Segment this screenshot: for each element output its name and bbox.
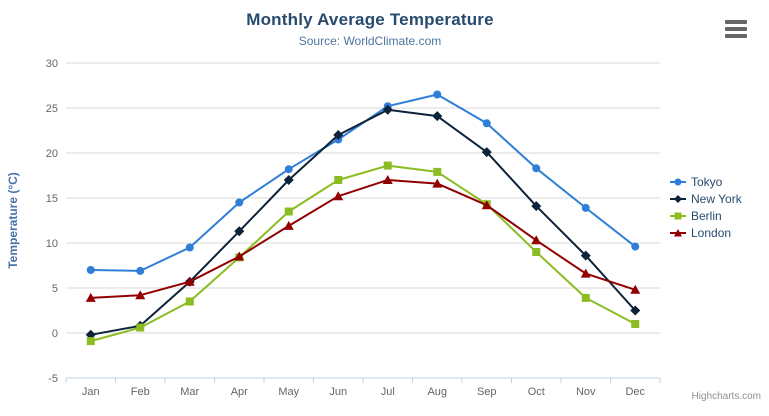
x-axis-tick-label: Aug	[427, 386, 447, 398]
square-marker-icon	[86, 337, 95, 346]
y-axis-title: Temperature (°C)	[6, 172, 20, 269]
circle-marker-icon	[86, 266, 95, 274]
diamond-marker-icon	[432, 111, 443, 122]
circle-marker-icon	[581, 203, 590, 212]
x-axis-tick-label: Oct	[528, 386, 545, 398]
x-axis-tick-label: Apr	[231, 386, 248, 398]
legend-item-berlin[interactable]: Berlin	[670, 209, 742, 223]
credits-link[interactable]: Highcharts.com	[691, 391, 761, 402]
square-marker-icon	[185, 297, 194, 306]
triangle-marker-icon	[382, 175, 393, 184]
x-axis-tick-label: Dec	[625, 386, 645, 398]
triangle-marker-icon	[630, 284, 641, 294]
diamond-marker-icon	[283, 175, 294, 185]
x-axis-tick-label: May	[278, 386, 299, 398]
x-axis-tick-label: Sep	[477, 386, 497, 398]
x-axis-tick-label: Mar	[180, 386, 199, 398]
x-axis-tick-label: Feb	[131, 386, 150, 398]
y-axis-tick-label: 10	[46, 238, 58, 250]
triangle-marker-icon	[580, 268, 591, 278]
triangle-marker-icon	[85, 292, 96, 302]
circle-marker-icon	[136, 266, 145, 275]
legend-item-tokyo[interactable]: Tokyo	[670, 175, 742, 189]
square-marker-icon	[532, 248, 541, 256]
legend: Tokyo New York Berlin London	[670, 175, 742, 240]
square-legend-icon	[670, 212, 686, 220]
hamburger-icon	[725, 27, 747, 31]
legend-item-london[interactable]: London	[670, 226, 742, 240]
circle-marker-icon	[433, 90, 442, 99]
legend-label: Tokyo	[691, 175, 723, 189]
hamburger-icon	[725, 34, 747, 38]
diamond-marker-icon	[234, 226, 245, 237]
y-axis-tick-label: 25	[46, 103, 58, 115]
legend-label: New York	[691, 192, 742, 206]
triangle-marker-icon	[481, 200, 492, 210]
chart-subtitle: Source: WorldClimate.com	[298, 34, 442, 48]
diamond-marker-icon	[333, 130, 344, 140]
y-axis-tick-label: 5	[52, 283, 58, 295]
y-axis-tick-label: 20	[46, 148, 58, 160]
series-line-tokyo	[90, 93, 636, 272]
circle-marker-icon	[235, 198, 244, 207]
circle-marker-icon	[631, 242, 640, 251]
square-marker-icon	[334, 176, 343, 184]
diamond-marker-icon	[630, 305, 641, 316]
circle-marker-icon	[532, 164, 541, 173]
y-axis-tick-label: -5	[48, 373, 58, 385]
legend-item-new-york[interactable]: New York	[670, 192, 742, 206]
diamond-marker-icon	[531, 201, 542, 212]
diamond-marker-icon	[580, 250, 591, 261]
y-axis-tick-label: 0	[52, 328, 58, 340]
triangle-marker-icon	[531, 235, 542, 245]
x-axis-tick-label: Jul	[381, 386, 395, 398]
y-axis-tick-label: 15	[46, 193, 58, 205]
series-line-london	[90, 179, 636, 299]
square-marker-icon	[631, 320, 640, 328]
triangle-legend-icon	[670, 229, 686, 237]
y-axis-tick-label: 30	[46, 58, 58, 70]
square-marker-icon	[383, 161, 392, 170]
square-marker-icon	[433, 167, 442, 176]
triangle-marker-icon	[184, 276, 195, 286]
x-axis-tick-label: Nov	[576, 386, 596, 398]
diamond-marker-icon	[481, 147, 492, 158]
square-marker-icon	[284, 207, 293, 216]
diamond-marker-icon	[382, 104, 393, 115]
series-line-new-york	[90, 108, 636, 336]
chart-title: Monthly Average Temperature	[246, 10, 494, 29]
x-axis-tick-label: Jan	[82, 386, 100, 398]
hamburger-icon	[725, 20, 747, 24]
triangle-marker-icon	[135, 290, 146, 300]
square-marker-icon	[136, 323, 145, 332]
circle-legend-icon	[670, 178, 686, 186]
circle-marker-icon	[185, 243, 194, 252]
diamond-legend-icon	[670, 195, 686, 203]
square-marker-icon	[581, 293, 590, 302]
triangle-marker-icon	[333, 191, 344, 201]
series-line-berlin	[90, 164, 636, 343]
triangle-marker-icon	[283, 220, 294, 230]
triangle-marker-icon	[234, 251, 245, 261]
circle-marker-icon	[482, 119, 491, 128]
legend-label: Berlin	[691, 209, 722, 223]
x-axis-tick-label: Jun	[329, 386, 347, 398]
triangle-marker-icon	[432, 178, 443, 188]
legend-label: London	[691, 226, 732, 240]
export-menu-button[interactable]	[725, 18, 751, 40]
circle-marker-icon	[284, 165, 293, 174]
